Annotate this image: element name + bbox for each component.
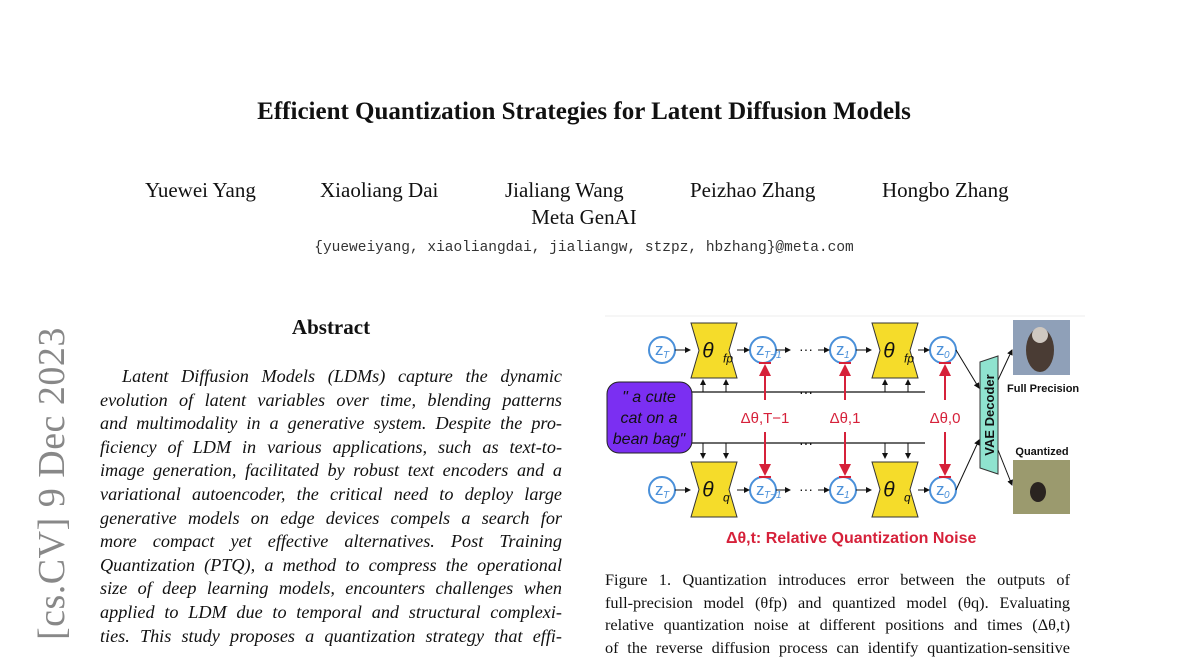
- author: Hongbo Zhang: [882, 178, 1009, 202]
- abstract-line: image generation, facilitated by robust …: [100, 460, 562, 481]
- prompt-box: [606, 381, 693, 454]
- latent-sub: 1: [844, 490, 850, 501]
- latent-label: z: [936, 340, 945, 359]
- ellipsis: ···: [799, 481, 813, 497]
- quantized-model-label: θ: [883, 479, 895, 502]
- paper-title: Efficient Quantization Strategies for La…: [257, 98, 911, 125]
- caption-line: Figure 1. Quantization introduces error …: [605, 570, 1070, 589]
- cat-shape: [1026, 328, 1054, 372]
- author: Peizhao Zhang: [690, 178, 816, 202]
- affiliation: Meta GenAI: [531, 205, 637, 229]
- author: Xiaoliang Dai: [320, 178, 439, 202]
- quantized-model-label: θ: [702, 479, 714, 502]
- abstract-line: evolution of latent variables over time,…: [100, 389, 562, 410]
- author: Yuewei Yang: [145, 178, 256, 202]
- cat-face: [1032, 327, 1048, 343]
- quantized-model: [690, 461, 738, 518]
- full-precision-label: Full Precision: [1007, 383, 1079, 395]
- abstract-line: size of deep learning models, encounters…: [100, 578, 562, 599]
- vae-decoder-label: VAE Decoder: [982, 374, 997, 455]
- noise-label: Δθ,1: [830, 410, 861, 427]
- abstract-line: Latent Diffusion Models (LDMs) capture t…: [122, 366, 562, 386]
- abstract-line: ties. This study proposes a quantization…: [100, 625, 562, 646]
- ellipsis: ···: [799, 384, 813, 400]
- latent-label: z: [655, 340, 664, 359]
- cat-shape: [1030, 482, 1046, 502]
- prompt-text: cat on a: [621, 410, 678, 427]
- abstract-line: generative models on edge devices compel…: [100, 507, 562, 528]
- full-precision-model: [690, 322, 738, 379]
- ellipsis: ···: [799, 341, 813, 357]
- caption-line: full-precision model (θfp) and quantized…: [605, 592, 1070, 612]
- abstract-heading: Abstract: [291, 315, 371, 339]
- prompt-text: bean bag": [613, 431, 687, 448]
- abstract-line: and multimodality in a generative system…: [100, 413, 562, 434]
- latent-label: z: [756, 480, 765, 499]
- noise-label: Δθ,T−1: [741, 410, 790, 427]
- full-precision-model-label: θ: [702, 340, 714, 363]
- latent-label: z: [756, 340, 765, 359]
- vae-decoder: [979, 355, 999, 475]
- latent-sub: 0: [944, 350, 950, 361]
- arrow: [997, 349, 1013, 381]
- latent-label: z: [936, 480, 945, 499]
- latent-sub: T−1: [764, 490, 782, 501]
- arrow: [955, 349, 980, 389]
- latent-sub: T: [663, 490, 670, 501]
- quantized-label: Quantized: [1015, 446, 1068, 458]
- full-precision-model-label: θ: [883, 340, 895, 363]
- latent-label: z: [655, 480, 664, 499]
- abstract-line: applied to LDM due to temporal and struc…: [100, 602, 562, 622]
- noise-legend: Δθ,t: Relative Quantization Noise: [726, 530, 977, 547]
- arrow: [955, 439, 980, 491]
- abstract-line: variational autoencoder, the critical ne…: [100, 484, 562, 504]
- full-precision-model: [871, 322, 919, 379]
- noise-label: Δθ,0: [930, 410, 961, 427]
- latent-sub: 0: [944, 490, 950, 501]
- latent-sub: T−1: [764, 350, 782, 361]
- full-precision-model-sub: fp: [723, 352, 733, 366]
- author: Jialiang Wang: [505, 178, 624, 202]
- latent-label: z: [836, 480, 845, 499]
- ellipsis: ···: [799, 435, 813, 451]
- quantized-model: [871, 461, 919, 518]
- quantized-model-sub: q: [904, 491, 911, 505]
- abstract-line: ficiency of LDM in various applications,…: [100, 436, 562, 457]
- latent-label: z: [836, 340, 845, 359]
- full-precision-model-sub: fp: [904, 352, 914, 366]
- prompt-text: " a cute: [622, 389, 676, 406]
- quantized-model-sub: q: [723, 491, 730, 505]
- author-emails: {yueweiyang, xiaoliangdai, jialiangw, st…: [314, 240, 854, 256]
- caption-line: relative quantization noise at different…: [605, 615, 1070, 634]
- abstract-line: Quantization (PTQ), a method to compress…: [100, 554, 562, 575]
- abstract-line: more compact yet effective alternatives.…: [100, 531, 562, 552]
- arrow: [997, 449, 1013, 486]
- latent-sub: 1: [844, 350, 850, 361]
- latent-sub: T: [663, 350, 670, 361]
